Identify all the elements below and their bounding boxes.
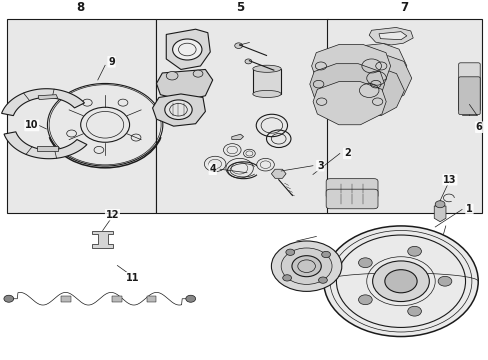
Circle shape bbox=[384, 270, 416, 293]
Text: 5: 5 bbox=[236, 1, 244, 14]
Circle shape bbox=[358, 258, 371, 267]
Polygon shape bbox=[309, 64, 384, 108]
Text: 6: 6 bbox=[475, 122, 482, 132]
Circle shape bbox=[244, 59, 251, 64]
Text: 12: 12 bbox=[105, 210, 119, 220]
Polygon shape bbox=[156, 69, 212, 101]
Polygon shape bbox=[152, 94, 205, 126]
Circle shape bbox=[193, 70, 203, 77]
Bar bbox=[326, 19, 481, 213]
Circle shape bbox=[407, 306, 421, 316]
Circle shape bbox=[4, 295, 14, 302]
Polygon shape bbox=[92, 231, 113, 248]
Circle shape bbox=[372, 261, 428, 302]
Circle shape bbox=[282, 275, 291, 281]
FancyBboxPatch shape bbox=[458, 63, 479, 111]
Ellipse shape bbox=[252, 90, 281, 98]
Circle shape bbox=[234, 43, 242, 49]
Polygon shape bbox=[166, 29, 210, 69]
Text: 4: 4 bbox=[209, 164, 216, 174]
Circle shape bbox=[358, 295, 371, 305]
Polygon shape bbox=[341, 56, 411, 103]
Circle shape bbox=[281, 248, 331, 284]
Polygon shape bbox=[146, 296, 156, 302]
Polygon shape bbox=[311, 44, 390, 91]
Text: 8: 8 bbox=[77, 1, 84, 14]
Circle shape bbox=[185, 295, 195, 302]
Circle shape bbox=[291, 256, 321, 277]
Circle shape bbox=[434, 201, 444, 208]
Circle shape bbox=[407, 246, 421, 256]
FancyBboxPatch shape bbox=[458, 77, 479, 114]
Polygon shape bbox=[433, 206, 445, 222]
Bar bbox=[7, 19, 156, 213]
Polygon shape bbox=[38, 95, 58, 100]
Circle shape bbox=[323, 226, 477, 337]
Polygon shape bbox=[4, 132, 87, 159]
Circle shape bbox=[172, 39, 202, 60]
Polygon shape bbox=[37, 147, 58, 151]
Polygon shape bbox=[333, 68, 404, 116]
FancyBboxPatch shape bbox=[325, 189, 377, 209]
Circle shape bbox=[285, 249, 294, 255]
Circle shape bbox=[166, 72, 178, 80]
Polygon shape bbox=[61, 296, 71, 302]
Polygon shape bbox=[112, 296, 122, 302]
Text: 13: 13 bbox=[442, 175, 456, 185]
Polygon shape bbox=[1, 89, 84, 116]
Circle shape bbox=[318, 277, 326, 283]
Text: 2: 2 bbox=[343, 148, 350, 158]
Bar bbox=[252, 69, 281, 94]
Ellipse shape bbox=[252, 65, 281, 72]
Polygon shape bbox=[336, 44, 406, 91]
Text: 9: 9 bbox=[108, 57, 115, 67]
Text: 10: 10 bbox=[25, 121, 39, 130]
Polygon shape bbox=[368, 27, 412, 45]
FancyBboxPatch shape bbox=[325, 179, 377, 198]
Circle shape bbox=[321, 251, 330, 258]
Circle shape bbox=[437, 276, 451, 286]
Text: 7: 7 bbox=[399, 1, 407, 14]
Circle shape bbox=[164, 100, 192, 120]
Bar bbox=[155, 19, 327, 213]
Circle shape bbox=[271, 241, 341, 291]
Polygon shape bbox=[271, 169, 285, 178]
Polygon shape bbox=[378, 32, 406, 40]
Polygon shape bbox=[312, 82, 386, 125]
Text: 11: 11 bbox=[126, 273, 140, 283]
Text: 3: 3 bbox=[316, 161, 323, 171]
Text: 1: 1 bbox=[465, 204, 472, 215]
Polygon shape bbox=[231, 134, 243, 139]
